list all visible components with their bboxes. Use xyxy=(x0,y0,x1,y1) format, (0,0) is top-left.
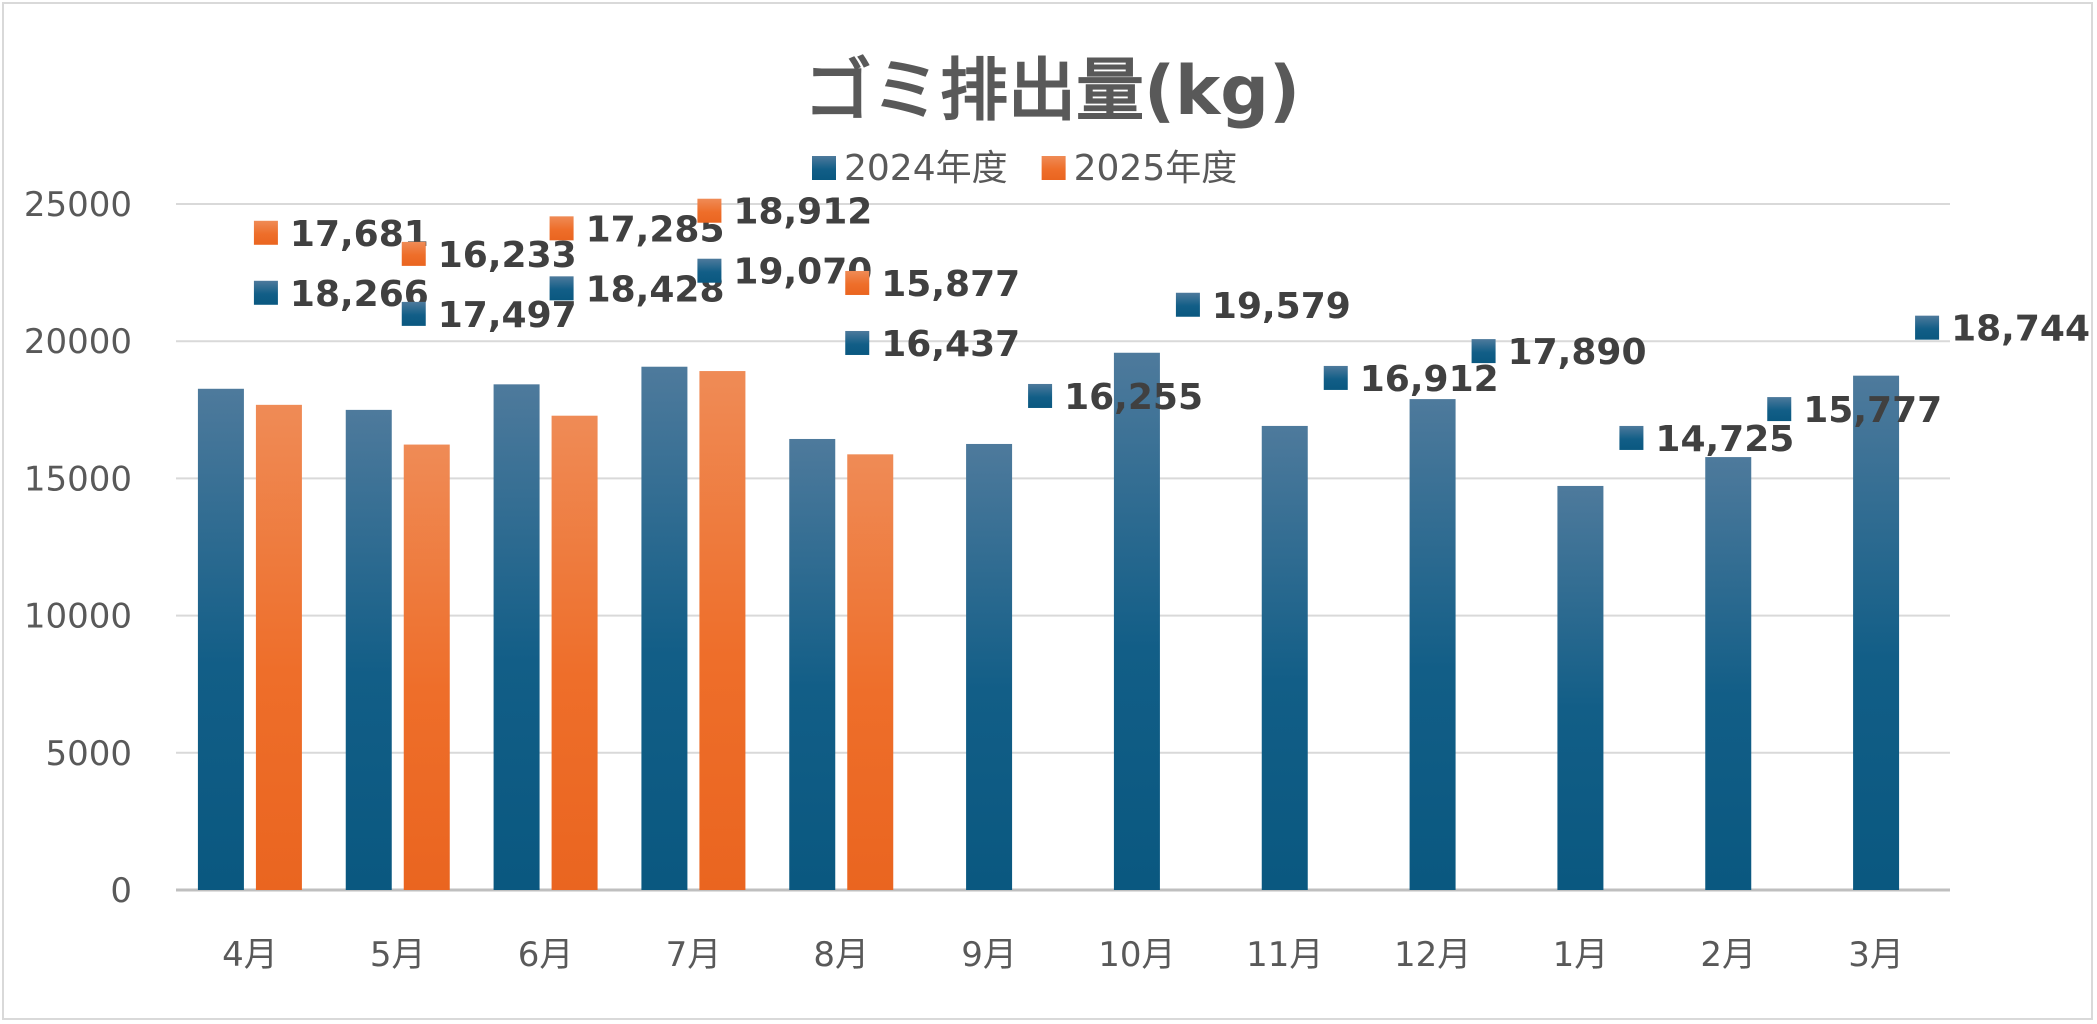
x-tick-label: 4月 xyxy=(222,935,278,975)
data-label-fy2024-7: 19,579 xyxy=(1212,286,1351,327)
x-tick-label: 3月 xyxy=(1848,935,1904,975)
x-tick-label: 11月 xyxy=(1246,935,1323,975)
y-tick-label: 20000 xyxy=(24,322,132,362)
x-tick-label: 10月 xyxy=(1098,935,1175,975)
data-label-marker xyxy=(845,270,870,295)
data-label-marker xyxy=(549,216,574,241)
y-tick-label: 10000 xyxy=(24,597,132,637)
y-axis-ticks: 0 5000 10000 15000 20000 25000 xyxy=(24,185,132,911)
data-label-marker xyxy=(1915,315,1940,340)
x-tick-label: 7月 xyxy=(666,935,722,975)
data-label-fy2025-4: 18,912 xyxy=(733,192,872,233)
data-label-marker xyxy=(253,220,278,245)
data-label-marker xyxy=(401,241,426,266)
bar-fy2025-4 xyxy=(699,371,746,891)
data-label-marker xyxy=(1028,383,1053,408)
bar-fy2024-10 xyxy=(1557,485,1604,890)
bar-fy2024-4 xyxy=(641,366,688,890)
gridlines xyxy=(176,203,1950,892)
data-label-fy2024-8: 16,912 xyxy=(1360,359,1499,400)
data-label-fy2024-9: 17,890 xyxy=(1508,332,1647,373)
bar-fy2024-7 xyxy=(1113,352,1160,891)
bar-fy2024-3 xyxy=(493,384,540,890)
legend: 2024年度 2025年度 xyxy=(812,148,1237,189)
data-label-marker xyxy=(1323,365,1348,390)
data-label-marker xyxy=(1767,397,1792,422)
x-tick-label: 6月 xyxy=(518,935,574,975)
data-label-marker xyxy=(253,280,278,305)
legend-swatch-fy2024 xyxy=(812,156,836,180)
x-tick-label: 12月 xyxy=(1394,935,1471,975)
data-label-marker xyxy=(1471,339,1496,364)
data-label-marker xyxy=(1175,292,1200,317)
data-label-marker xyxy=(1619,425,1644,450)
y-tick-label: 5000 xyxy=(45,734,132,774)
data-label-fy2024-12: 18,744 xyxy=(1951,309,2090,350)
data-label-fy2024-6: 16,255 xyxy=(1064,377,1203,418)
y-tick-label: 0 xyxy=(110,871,132,911)
legend-label-fy2025: 2025年度 xyxy=(1074,148,1238,189)
data-label-marker xyxy=(697,198,722,223)
bar-fy2024-8 xyxy=(1261,425,1308,890)
data-label-marker xyxy=(845,330,870,355)
data-label-marker xyxy=(697,258,722,283)
legend-label-fy2024: 2024年度 xyxy=(844,148,1008,189)
x-axis-ticks: 4月 5月 6月 7月 8月 9月 10月 11月 12月 1月 2月 3月 xyxy=(222,935,1904,975)
data-label-marker xyxy=(549,276,574,301)
data-label-marker xyxy=(401,301,426,326)
bar-fy2024-9 xyxy=(1409,399,1456,890)
bar-fy2024-2 xyxy=(345,409,392,890)
chart-title: ゴミ排出量(kg) xyxy=(804,52,1300,131)
x-tick-label: 2月 xyxy=(1700,935,1756,975)
bar-fy2025-1 xyxy=(255,404,302,890)
bar-fy2025-5 xyxy=(847,454,894,890)
x-tick-label: 8月 xyxy=(813,935,869,975)
bar-fy2024-12 xyxy=(1853,375,1900,890)
x-tick-label: 5月 xyxy=(370,935,426,975)
bar-fy2025-2 xyxy=(403,444,450,890)
bar-fy2024-11 xyxy=(1705,457,1752,890)
y-tick-label: 15000 xyxy=(24,459,132,499)
data-label-fy2024-11: 15,777 xyxy=(1803,390,1942,431)
data-label-fy2024-10: 14,725 xyxy=(1655,419,1794,460)
bar-fy2025-3 xyxy=(551,415,598,890)
x-tick-label: 1月 xyxy=(1553,935,1609,975)
bar-fy2024-6 xyxy=(966,443,1013,890)
data-label-fy2024-2: 17,497 xyxy=(438,295,577,336)
data-label-fy2024-5: 16,437 xyxy=(881,324,1020,365)
y-tick-label: 25000 xyxy=(24,185,132,225)
data-label-fy2025-2: 16,233 xyxy=(438,235,577,276)
bar-fy2024-1 xyxy=(197,388,244,890)
data-label-fy2025-5: 15,877 xyxy=(881,264,1020,305)
bar-chart: ゴミ排出量(kg) 2024年度 2025年度 0 5000 10000 15000 20… xyxy=(24,52,2090,975)
data-labels: 17,68118,26616,23317,49717,28518,42818,9… xyxy=(253,192,2090,460)
bar-fy2024-5 xyxy=(789,438,836,890)
bars xyxy=(197,352,1900,891)
x-tick-label: 9月 xyxy=(961,935,1017,975)
legend-swatch-fy2025 xyxy=(1041,156,1066,180)
